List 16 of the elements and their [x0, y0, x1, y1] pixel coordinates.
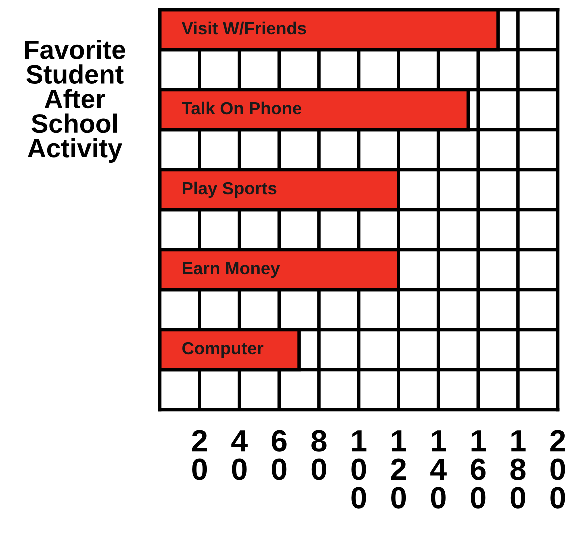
x-tick-label: 1 0 0 — [352, 430, 367, 509]
x-tick-label: 2 0 0 — [550, 430, 566, 509]
y-tick-label: Talk On Phone — [182, 102, 302, 115]
y-tick-label: Computer — [182, 342, 264, 358]
x-tick-label: 1 6 0 — [471, 430, 486, 509]
x-tick-label: 2 0 — [192, 430, 208, 480]
x-tick-label: 1 2 0 — [391, 430, 406, 509]
x-tick-label: 6 0 — [272, 430, 287, 480]
x-tick-label: 8 0 — [312, 430, 327, 480]
y-tick-label: Earn Money — [183, 262, 280, 278]
y-tick-label: Play Sports — [183, 182, 277, 198]
y-tick-label: Visit W/Friends — [182, 22, 306, 35]
x-tick-label: 1 8 0 — [510, 430, 526, 509]
x-tick-label: 4 0 — [232, 430, 248, 480]
text: Favorite Student After School Activity — [25, 40, 126, 163]
x-tick-label: 1 4 0 — [430, 430, 447, 509]
